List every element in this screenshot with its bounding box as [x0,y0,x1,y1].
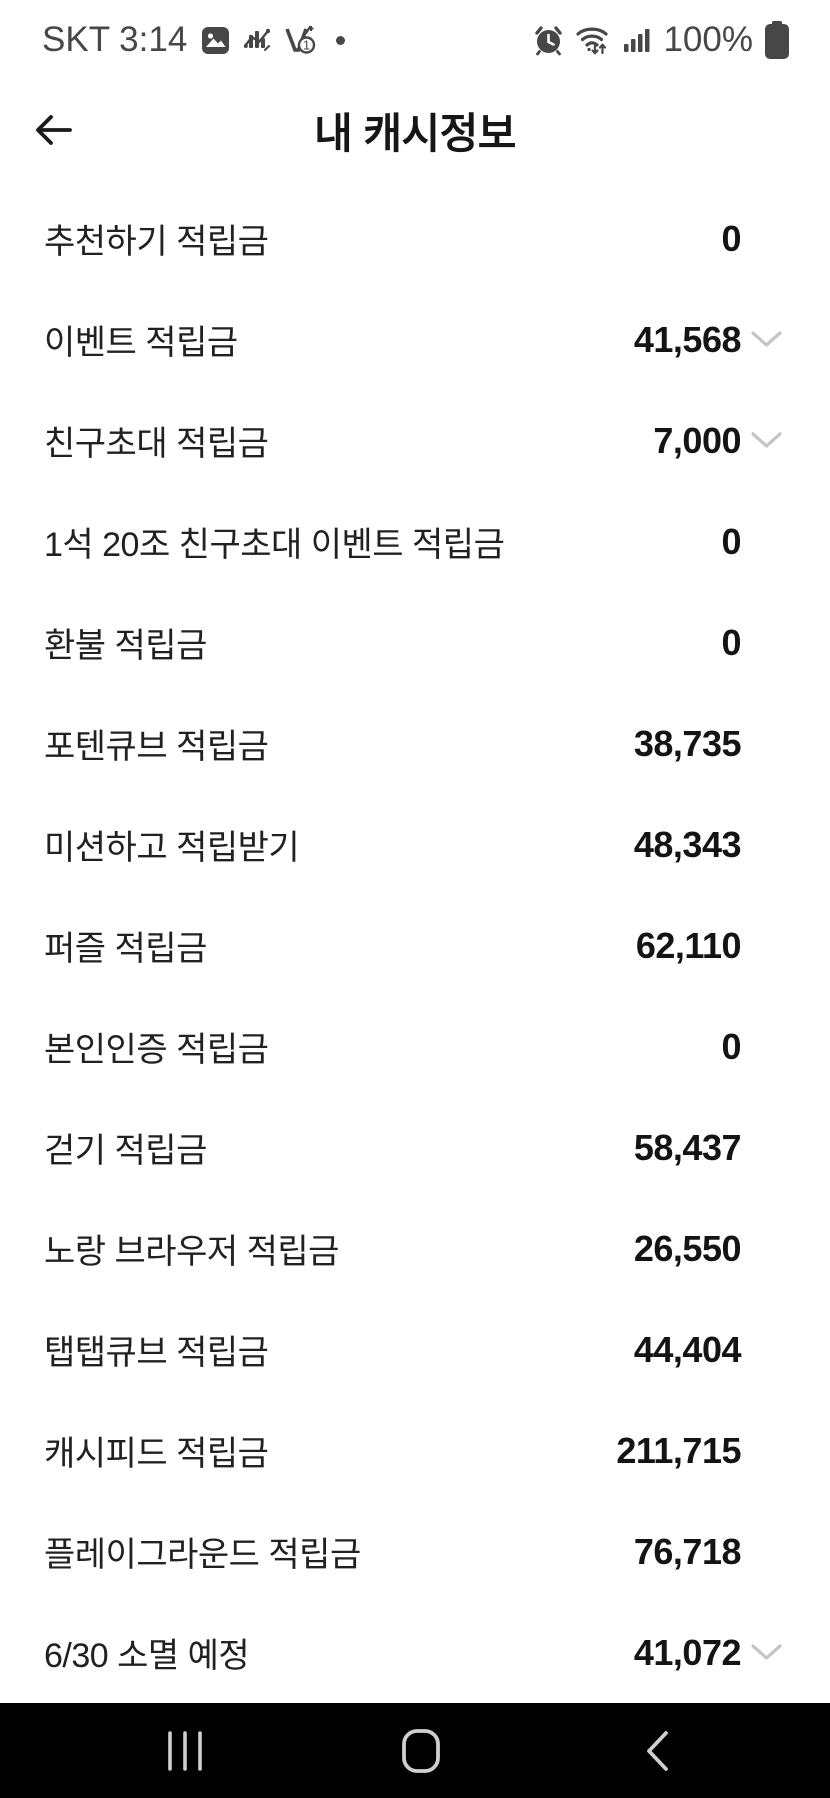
cash-row-label: 퍼즐 적립금 [44,930,207,968]
recents-icon [166,1730,204,1772]
battery-icon [764,20,790,60]
chevron-slot [741,1643,783,1662]
chevron-slot [741,1239,783,1258]
chevron-down-icon[interactable] [750,330,783,349]
chevron-slot [741,1138,783,1157]
cash-row-value: 41,568 [633,318,742,360]
cash-row: 플레이그라운드 적립금 76,718 [0,1501,830,1602]
app-header: 내 캐시정보 [0,80,830,180]
wifi-icon [575,24,613,56]
chevron-slot [741,1542,783,1561]
cash-row-value: 48,343 [633,823,742,865]
cash-row: 본인인증 적립금 0 [0,996,830,1097]
home-icon [401,1728,441,1774]
android-nav-bar [0,1703,830,1798]
cash-row[interactable]: 이벤트 적립금 41,568 [0,289,830,390]
alarm-icon [533,25,564,56]
cash-row-value: 58,437 [633,1126,742,1168]
cash-row-value: 26,550 [633,1227,742,1269]
status-bar-left: SKT 3:14 [42,20,346,60]
cash-row-label: 캐시피드 적립금 [44,1435,269,1473]
app-badge-icon: 1 [284,25,316,55]
cash-row-value: 0 [721,1025,741,1067]
cash-row-label: 1석 20조 친구초대 이벤트 적립금 [44,526,505,564]
chevron-slot [741,936,783,955]
cash-row-label: 추천하기 적립금 [44,223,269,261]
cash-row-label: 미션하고 적립받기 [44,829,300,867]
cash-row: 1석 20조 친구초대 이벤트 적립금 0 [0,491,830,592]
cash-row-label: 노랑 브라우저 적립금 [44,1233,339,1271]
signal-icon [624,25,652,55]
cash-row-value: 62,110 [635,924,742,966]
carrier-and-time: SKT 3:14 [42,20,188,59]
status-bar-right: 100% [533,20,790,60]
page-title: 내 캐시정보 [314,109,516,157]
chart-notification-icon [244,26,271,54]
cash-row-value: 0 [721,621,741,663]
back-nav-button[interactable] [617,1711,697,1791]
cash-row[interactable]: 6/30 소멸 예정 41,072 [0,1602,830,1703]
chevron-slot [741,431,783,450]
status-bar: SKT 3:14 [0,0,830,80]
back-arrow-icon [32,112,74,148]
cash-row-value: 44,404 [633,1328,742,1370]
cash-row-value: 76,718 [633,1530,742,1572]
cash-row-label: 6/30 소멸 예정 [44,1637,250,1675]
cash-row: 탭탭큐브 적립금 44,404 [0,1299,830,1400]
chevron-slot [741,229,783,248]
cash-row: 미션하고 적립받기 48,343 [0,794,830,895]
cash-row: 노랑 브라우저 적립금 26,550 [0,1198,830,1299]
cash-row-label: 친구초대 적립금 [44,425,269,463]
cash-row: 포텐큐브 적립금 38,735 [0,693,830,794]
chevron-slot [741,1340,783,1359]
cash-row: 걷기 적립금 58,437 [0,1097,830,1198]
gallery-icon [201,26,230,55]
cash-row: 퍼즐 적립금 62,110 [0,895,830,996]
chevron-slot [741,1037,783,1056]
cash-row-label: 이벤트 적립금 [44,324,238,362]
back-nav-icon [644,1729,670,1773]
cash-row: 추천하기 적립금 0 [0,188,830,289]
cash-list: 추천하기 적립금 0 이벤트 적립금 41,568 친구초대 적립금 7,000 [0,180,830,1703]
cash-row-label: 본인인증 적립금 [44,1031,269,1069]
chevron-slot [741,633,783,652]
chevron-slot [741,532,783,551]
cash-row-value: 0 [721,217,741,259]
chevron-slot [741,835,783,854]
cash-row-value: 41,072 [633,1631,742,1673]
chevron-down-icon[interactable] [750,431,783,450]
cash-row-label: 플레이그라운드 적립금 [44,1536,361,1574]
cash-row-value: 211,715 [616,1429,741,1471]
chevron-down-icon[interactable] [750,1643,783,1662]
more-notifications-dot [336,35,346,45]
chevron-slot [741,330,783,349]
cash-row[interactable]: 친구초대 적립금 7,000 [0,390,830,491]
cash-row-label: 환불 적립금 [44,627,207,665]
chevron-slot [741,1441,783,1460]
cash-row-value: 38,735 [633,722,742,764]
recents-button[interactable] [145,1711,225,1791]
cash-row-label: 탭탭큐브 적립금 [44,1334,269,1372]
back-button[interactable] [22,99,84,161]
chevron-slot [741,734,783,753]
cash-row-value: 7,000 [653,419,741,461]
cash-row-label: 걷기 적립금 [44,1132,207,1170]
battery-percent-label: 100% [663,20,753,59]
cash-row-value: 0 [721,520,741,562]
cash-row-label: 포텐큐브 적립금 [44,728,269,766]
svg-text:1: 1 [303,38,310,53]
cash-row: 캐시피드 적립금 211,715 [0,1400,830,1501]
cash-row: 환불 적립금 0 [0,592,830,693]
home-button[interactable] [381,1711,461,1791]
